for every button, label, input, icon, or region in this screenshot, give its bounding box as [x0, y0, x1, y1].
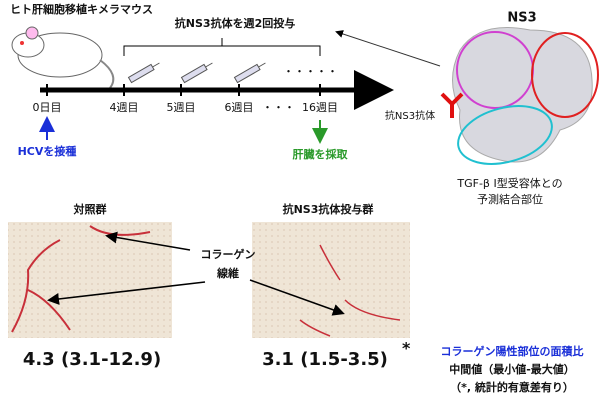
fiber-arrows [47, 231, 345, 316]
dots-top: ・・・・・ [283, 65, 338, 78]
significance-mark: * [402, 339, 411, 358]
fiber-label: 線維 [216, 266, 239, 280]
protein-structure [452, 27, 599, 165]
syringes [127, 62, 266, 84]
point-label: 4週目 [110, 101, 139, 114]
treatment-label: 抗NS3抗体を週2回投与 [175, 16, 295, 30]
mouse-label: ヒト肝細胞移植キメラマウス [10, 2, 153, 16]
protein-arrow [335, 30, 441, 67]
infection-label: HCVを接種 [18, 144, 77, 158]
site-label: TGF-β I型受容体との [456, 176, 562, 190]
ticks [46, 84, 321, 96]
control-value: 4.3 (3.1-12.9) [23, 349, 161, 370]
protein-title: NS3 [507, 11, 536, 26]
treated-title: 抗NS3抗体投与群 [283, 202, 374, 216]
legend-title: コラーゲン陽性部位の面積比 [441, 344, 584, 358]
dots-axis: ・・・ [262, 101, 295, 114]
treated-value: 3.1 (1.5-3.5) [262, 349, 388, 370]
point-label: 5週目 [167, 101, 196, 114]
point-label: 16週目 [302, 101, 338, 114]
mouse [11, 26, 115, 89]
point-label: 6週目 [225, 101, 254, 114]
fiber-label: コラーゲン [201, 247, 256, 261]
bracket [123, 45, 321, 56]
treated-image [252, 222, 410, 338]
site-label: 予測結合部位 [477, 192, 543, 206]
antibody-label: 抗NS3抗体 [385, 109, 435, 122]
control-image [8, 222, 172, 338]
point-label: 0日目 [33, 101, 62, 114]
harvest-label: 肝臓を採取 [293, 147, 349, 161]
control-title: 対照群 [73, 202, 107, 216]
legend-line: （*, 統計的有意差有り） [450, 380, 574, 394]
antibody-icon [440, 92, 464, 118]
legend-line: 中間値（最小値-最大値） [449, 362, 575, 376]
